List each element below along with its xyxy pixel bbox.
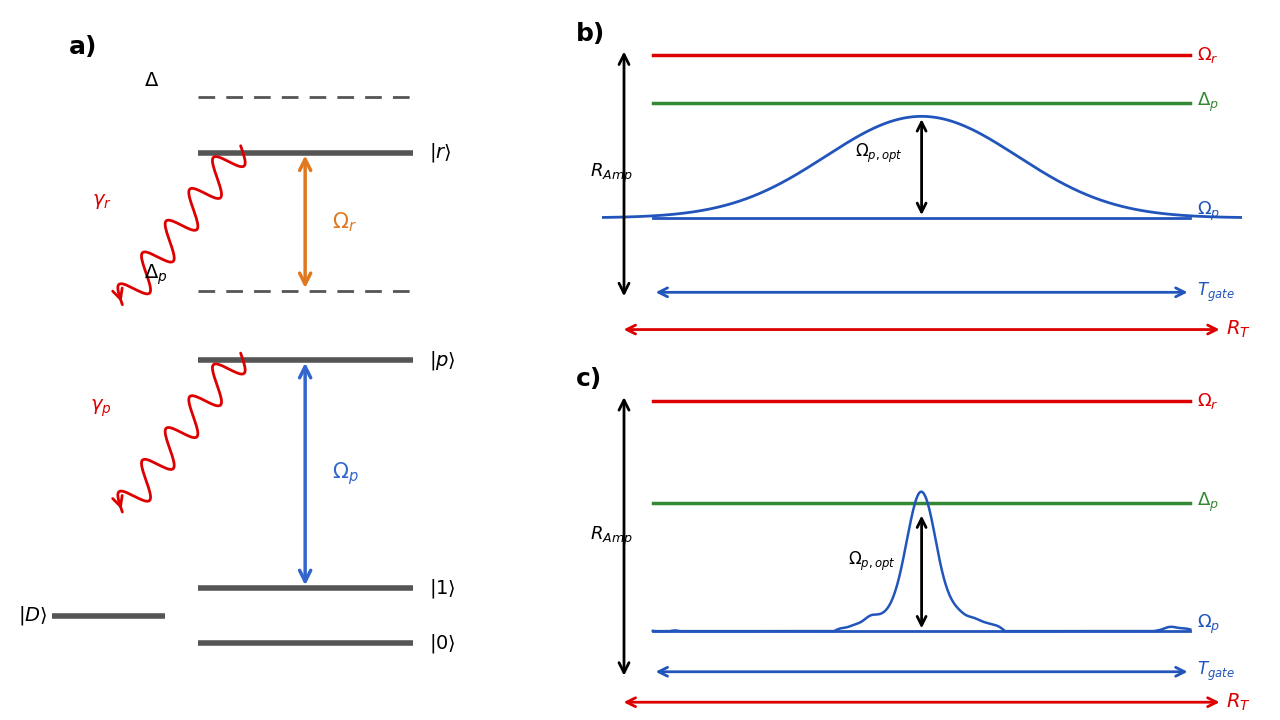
- Text: $\Omega_r$: $\Omega_r$: [1197, 391, 1219, 411]
- Text: $R_{Amp}$: $R_{Amp}$: [590, 525, 632, 548]
- Text: $\Delta_p$: $\Delta_p$: [143, 263, 168, 287]
- Text: $\Omega_p$: $\Omega_p$: [1197, 613, 1220, 636]
- Text: $\Omega_r$: $\Omega_r$: [1197, 45, 1219, 66]
- Text: c): c): [576, 367, 603, 391]
- Text: b): b): [576, 22, 605, 45]
- Text: $\Delta_p$: $\Delta_p$: [1197, 91, 1219, 114]
- Text: $\Omega_{p,opt}$: $\Omega_{p,opt}$: [849, 550, 896, 573]
- Text: $R_T$: $R_T$: [1226, 319, 1251, 340]
- Text: $\gamma_r$: $\gamma_r$: [92, 192, 111, 210]
- Text: $\Omega_p$: $\Omega_p$: [332, 461, 358, 487]
- Text: $R_T$: $R_T$: [1226, 692, 1251, 713]
- Text: $|0\rangle$: $|0\rangle$: [429, 632, 456, 655]
- Text: $T_{gate}$: $T_{gate}$: [1197, 281, 1235, 304]
- Text: $\Omega_p$: $\Omega_p$: [1197, 199, 1220, 222]
- Text: $\Delta_p$: $\Delta_p$: [1197, 491, 1219, 514]
- Text: $|1\rangle$: $|1\rangle$: [429, 577, 456, 600]
- Text: $\Omega_{p,opt}$: $\Omega_{p,opt}$: [855, 142, 902, 165]
- Text: a): a): [69, 35, 97, 59]
- Text: $R_{Amp}$: $R_{Amp}$: [590, 162, 632, 186]
- Text: $\Delta$: $\Delta$: [143, 71, 159, 91]
- Text: $\gamma_p$: $\gamma_p$: [90, 397, 111, 419]
- Text: $T_{gate}$: $T_{gate}$: [1197, 660, 1235, 683]
- Text: $\Omega_r$: $\Omega_r$: [332, 210, 357, 233]
- Text: $|r\rangle$: $|r\rangle$: [429, 141, 452, 164]
- Text: $|p\rangle$: $|p\rangle$: [429, 348, 456, 372]
- Text: $|D\rangle$: $|D\rangle$: [18, 604, 47, 627]
